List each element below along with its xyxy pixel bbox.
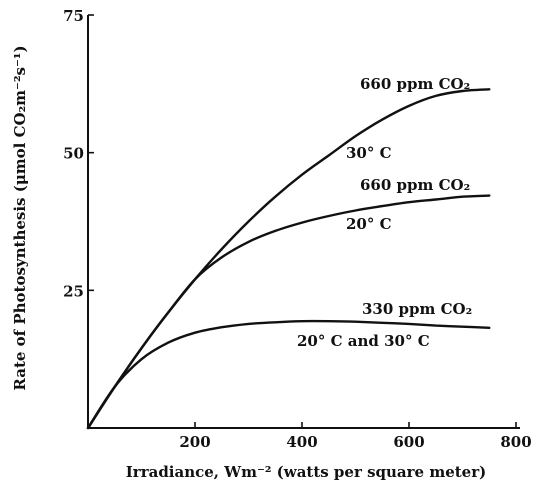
y-tick-label: 75 xyxy=(63,7,84,25)
x-ticks: 200 400 600 800 xyxy=(179,422,532,451)
series-2-label-line-2: 20° C xyxy=(346,215,392,233)
series-2-label-line-1: 660 ppm CO₂ xyxy=(360,176,470,194)
series-2-line xyxy=(86,194,491,430)
plot-area: 200 400 600 800 25 50 75 xyxy=(63,7,532,451)
series-1-label-line-1: 660 ppm CO₂ xyxy=(360,75,470,93)
series-3-label-line-1: 330 ppm CO₂ xyxy=(362,300,472,318)
series-group xyxy=(86,88,491,430)
x-tick-label: 200 xyxy=(179,433,210,451)
series-3-label-line-2: 20° C and 30° C xyxy=(297,332,430,350)
x-axis-title: Irradiance, Wm⁻² (watts per square meter… xyxy=(126,463,486,481)
y-tick-label: 25 xyxy=(63,282,84,300)
x-tick-label: 400 xyxy=(286,433,317,451)
series-3-line xyxy=(86,319,491,430)
series-1-line xyxy=(86,88,491,430)
x-tick-label: 600 xyxy=(393,433,424,451)
curve-labels: 660 ppm CO₂ 30° C 660 ppm CO₂ 20° C 330 … xyxy=(297,75,472,350)
y-ticks: 25 50 75 xyxy=(63,7,94,300)
y-axis-title: Rate of Photosynthesis (μmol CO₂m⁻²s⁻¹) xyxy=(11,45,29,390)
series-1-label-line-2: 30° C xyxy=(346,144,392,162)
y-tick-label: 50 xyxy=(63,145,84,163)
x-tick-label: 800 xyxy=(500,433,531,451)
